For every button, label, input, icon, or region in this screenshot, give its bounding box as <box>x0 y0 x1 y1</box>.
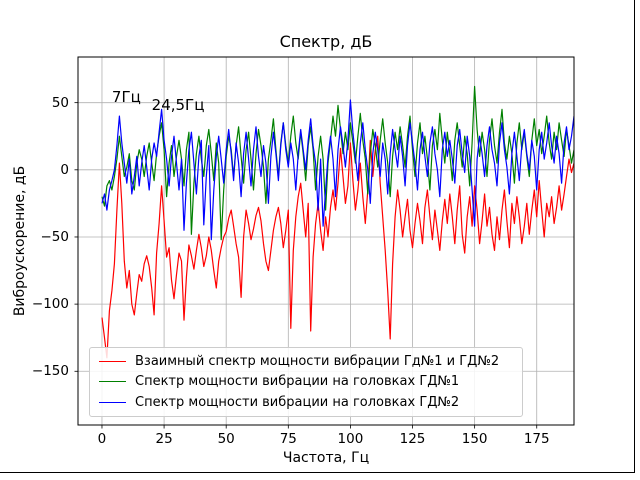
y-tick-label: −100 <box>31 296 69 313</box>
legend-item-cross-spectrum: Взаимный спектр мощности вибрации Гд№1 и… <box>99 354 513 369</box>
x-tick-label: 75 <box>279 431 297 447</box>
y-tick-label: −150 <box>31 363 69 380</box>
series-line-0 <box>101 135 574 359</box>
x-axis-label: Частота, Гц <box>282 450 370 466</box>
series-line-2 <box>101 99 574 241</box>
y-tick-label: 50 <box>51 94 69 111</box>
legend-item-head2-spectrum: Спектр мощности вибрации на головках ГД№… <box>99 395 513 410</box>
y-tick-label: −50 <box>40 228 70 245</box>
legend-line-green <box>99 381 126 383</box>
y-tick-label: 0 <box>60 161 69 178</box>
series-line-1 <box>101 85 574 241</box>
legend-line-blue <box>99 402 126 404</box>
legend: Взаимный спектр мощности вибрации Гд№1 и… <box>89 347 523 417</box>
x-tick-label: 50 <box>217 431 235 447</box>
legend-label: Спектр мощности вибрации на головках ГД№… <box>135 374 460 390</box>
chart-title: Спектр, дБ <box>279 32 373 51</box>
legend-line-red <box>99 360 126 362</box>
y-axis-label: Виброускорение, дБ <box>12 165 28 317</box>
x-tick-label: 25 <box>155 431 173 447</box>
x-tick-label: 125 <box>399 431 426 447</box>
legend-label: Спектр мощности вибрации на головках ГД№… <box>135 395 460 411</box>
x-tick-label: 150 <box>461 431 488 447</box>
x-tick-label: 0 <box>97 431 107 447</box>
x-tick-label: 175 <box>523 431 550 447</box>
legend-label: Взаимный спектр мощности вибрации Гд№1 и… <box>135 353 500 369</box>
x-tick-label: 100 <box>337 431 364 447</box>
annotation-24-5hz: 24,5Гц <box>151 95 205 114</box>
legend-item-head1-spectrum: Спектр мощности вибрации на головках ГД№… <box>99 374 513 389</box>
annotation-7hz: 7Гц <box>111 87 141 106</box>
